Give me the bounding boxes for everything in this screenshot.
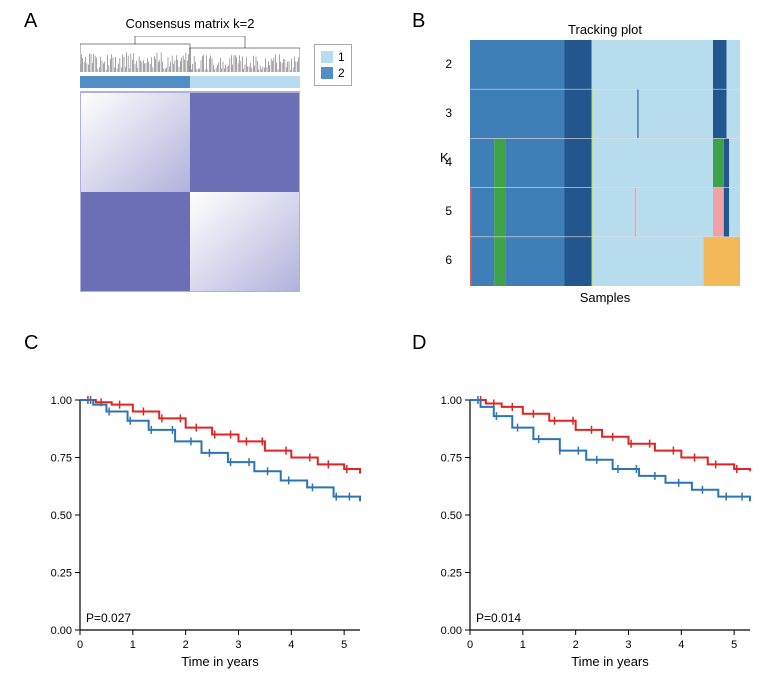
figure-multipanel: A B C D Consensus matrix k=2 — [0, 0, 772, 686]
panel-label-c: C — [24, 332, 38, 355]
panel-b-title: Tracking plot — [470, 22, 740, 37]
panel-b-svg — [470, 40, 740, 286]
svg-text:0.25: 0.25 — [51, 568, 72, 580]
svg-text:0.00: 0.00 — [51, 625, 72, 637]
svg-text:1: 1 — [130, 639, 136, 651]
svg-text:0: 0 — [467, 639, 473, 651]
svg-text:0.75: 0.75 — [51, 453, 72, 465]
svg-text:4: 4 — [288, 639, 294, 651]
panel-a-title: Consensus matrix k=2 — [80, 16, 300, 31]
svg-text:1: 1 — [520, 639, 526, 651]
svg-text:2: 2 — [183, 639, 189, 651]
panel-label-d: D — [412, 332, 426, 355]
svg-text:3: 3 — [235, 639, 241, 651]
panel-a-legend: 1 2 — [314, 44, 352, 86]
svg-text:4: 4 — [678, 639, 684, 651]
svg-text:3: 3 — [625, 639, 631, 651]
svg-text:0.25: 0.25 — [441, 568, 462, 580]
panel-c-svg: 0123450.000.250.500.751.00Time in yearsS… — [50, 370, 390, 670]
legend-swatch-1 — [321, 51, 333, 63]
svg-text:1.00: 1.00 — [51, 395, 72, 407]
svg-text:Time in years: Time in years — [571, 654, 649, 669]
panel-d-svg: 0123450.000.250.500.751.00Time in yearsS… — [440, 370, 772, 670]
panel-label-b: B — [412, 10, 425, 33]
svg-text:5: 5 — [341, 639, 347, 651]
panel-b-xlabel: Samples — [470, 290, 740, 305]
svg-text:P=0.014: P=0.014 — [476, 611, 521, 625]
svg-text:0.50: 0.50 — [441, 510, 462, 522]
svg-text:Time in years: Time in years — [181, 654, 259, 669]
panel-label-a: A — [24, 10, 37, 33]
svg-text:5: 5 — [731, 639, 737, 651]
legend-label-2: 2 — [338, 65, 345, 81]
legend-label-1: 1 — [338, 49, 345, 65]
svg-text:0.00: 0.00 — [441, 625, 462, 637]
svg-text:1.00: 1.00 — [441, 395, 462, 407]
panel-a-svg — [80, 36, 300, 292]
svg-text:0: 0 — [77, 639, 83, 651]
svg-text:2: 2 — [573, 639, 579, 651]
legend-swatch-2 — [321, 67, 333, 79]
svg-text:0.50: 0.50 — [51, 510, 72, 522]
svg-text:0.75: 0.75 — [441, 453, 462, 465]
svg-text:P=0.027: P=0.027 — [86, 611, 131, 625]
